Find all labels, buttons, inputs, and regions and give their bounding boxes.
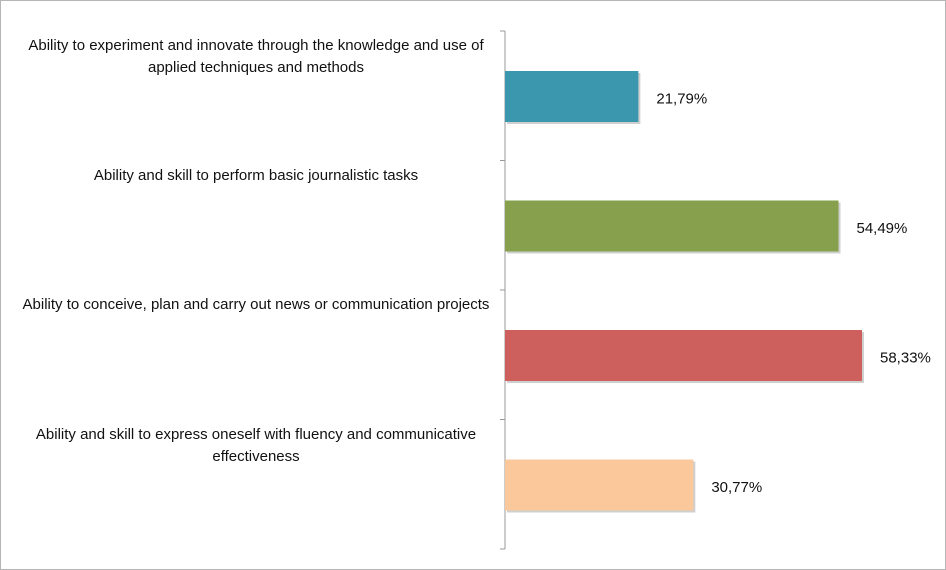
value-label: 21,79% <box>656 90 707 107</box>
bar <box>505 330 862 381</box>
bar <box>505 459 694 511</box>
value-label: 30,77% <box>711 479 762 496</box>
value-label: 58,33% <box>880 349 931 366</box>
category-label: Ability and skill to perform basic journ… <box>93 166 419 184</box>
value-label: 54,49% <box>856 220 907 237</box>
bar <box>505 71 639 122</box>
bar <box>505 200 839 252</box>
category-label: Ability to conceive, plan and carry out … <box>22 296 490 313</box>
category-label: Ability and skill to express oneself wit… <box>35 425 477 465</box>
category-label: Ability to experiment and innovate throu… <box>28 37 484 76</box>
